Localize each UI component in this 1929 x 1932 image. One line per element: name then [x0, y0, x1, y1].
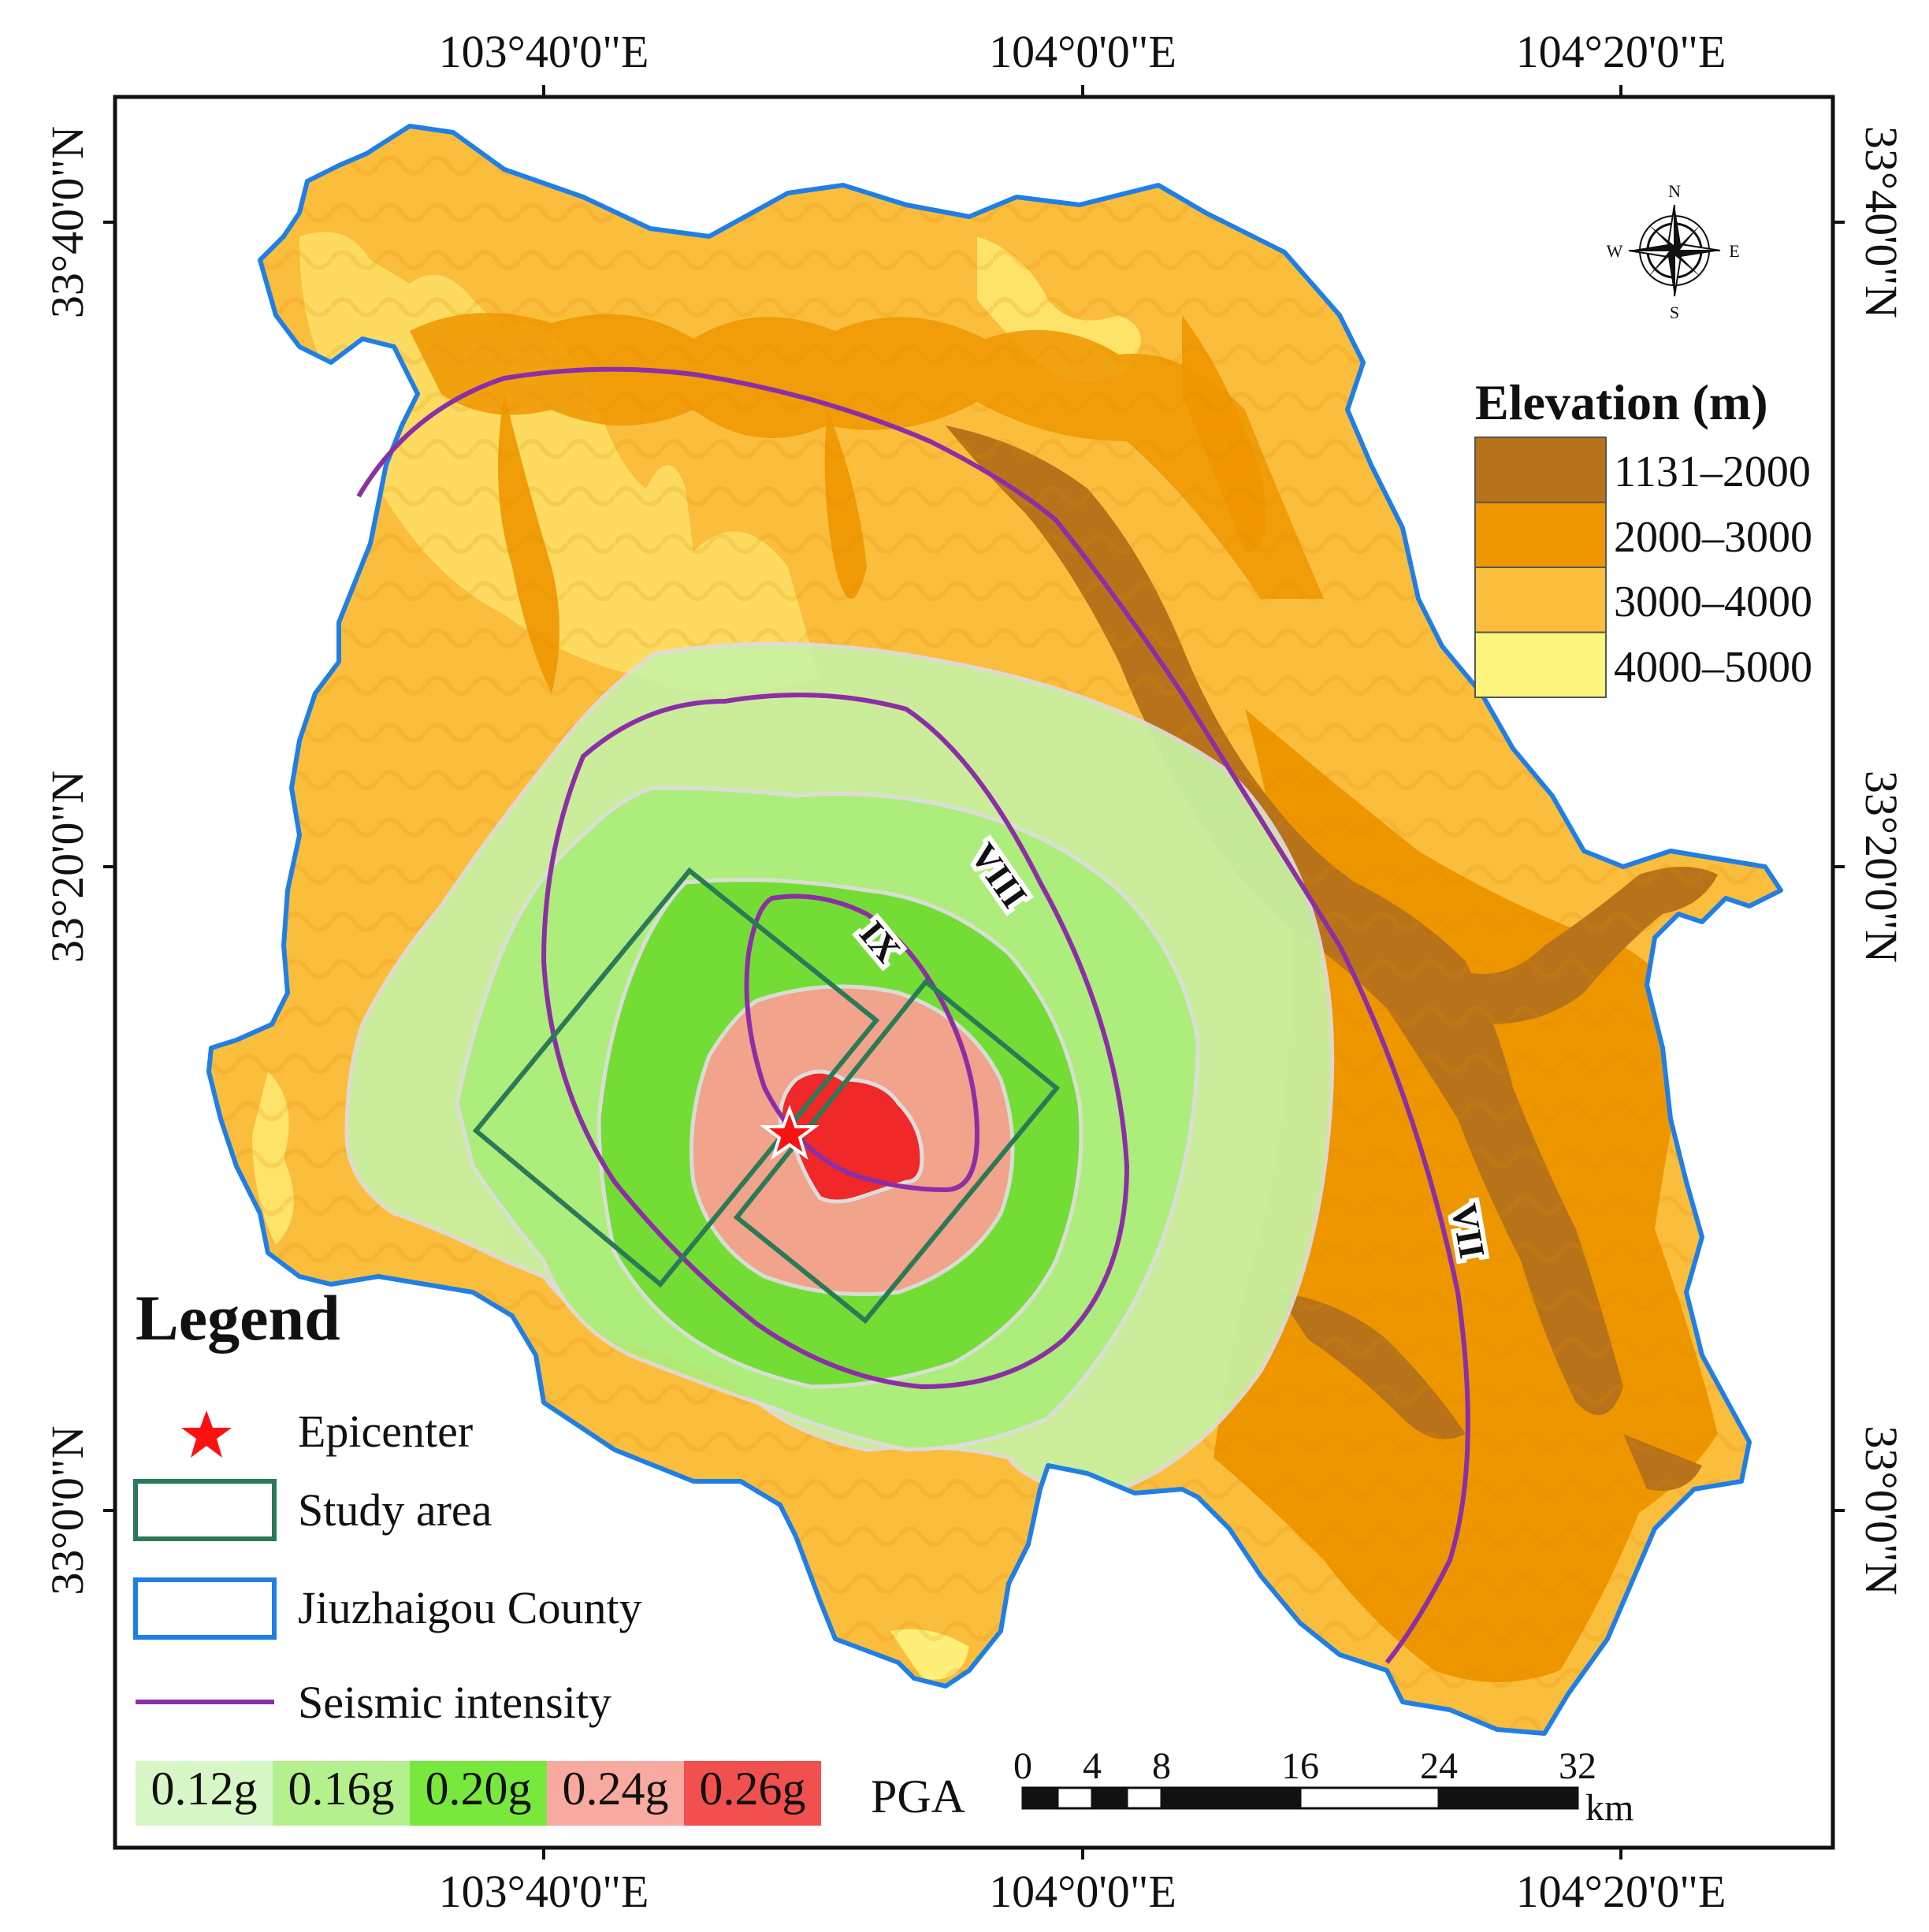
scale-bar-segment-7	[1437, 1786, 1579, 1810]
legend-label-study-area: Study area	[298, 1484, 492, 1536]
scale-bar-unit: km	[1585, 1787, 1634, 1829]
scale-bar-segment-1	[1021, 1786, 1059, 1810]
elevation-class-label-2: 2000–3000	[1614, 513, 1812, 562]
pga-swatch-4	[547, 1761, 684, 1826]
elevation-legend-title: Elevation (m)	[1475, 374, 1768, 430]
scale-bar-tick-2: 4	[1083, 1745, 1102, 1787]
intensity-line-vii	[356, 366, 1470, 1664]
elevation-class-label-3: 3000–4000	[1614, 578, 1812, 626]
legend-study-area-symbol	[133, 1479, 277, 1541]
scale-bar: 0 4 8 16 24 32 km	[1013, 1745, 1634, 1829]
elevation-swatch-1	[1474, 437, 1607, 503]
legend-label-epicenter: Epicenter	[298, 1406, 473, 1457]
scale-bar-tick-1: 0	[1013, 1745, 1032, 1787]
graticule-bottom-label-3: 104°20'0"E	[1516, 1866, 1726, 1917]
scale-bar-tick-4: 16	[1281, 1745, 1319, 1787]
study-area-west	[472, 867, 880, 1288]
graticule-top-label-3: 104°20'0"E	[1516, 26, 1726, 77]
scale-bar-segment-2	[1056, 1786, 1094, 1810]
compass-s-label: S	[1670, 303, 1679, 322]
elevation-swatch-4	[1474, 631, 1607, 698]
compass-e-label: E	[1729, 241, 1739, 261]
intensity-line-ix	[744, 894, 980, 1193]
pga-class-label-3: 0.20g	[426, 1763, 532, 1815]
scale-bar-segment-4	[1125, 1786, 1163, 1810]
pga-class-label-2: 0.16g	[288, 1763, 395, 1815]
pga-swatch-1	[136, 1761, 273, 1826]
graticule-top-label-2: 104°0'0"E	[989, 26, 1176, 77]
compass-w-label: W	[1607, 241, 1623, 261]
map-legend: Legend Epicenter Study area Jiuzhaigou C…	[133, 1282, 642, 1728]
compass-n-label: N	[1668, 181, 1681, 201]
elevation-legend: Elevation (m) 1131–2000 2000–3000 3000–4…	[1474, 374, 1812, 698]
intensity-line-viii	[541, 693, 1130, 1390]
graticule-left-label-2: 33°20'0"N	[42, 771, 93, 963]
graticule-bottom-label-1: 103°40'0"E	[439, 1866, 649, 1917]
graticule-left-label-3: 33°0'0"N	[42, 1425, 93, 1595]
legend-county-symbol	[133, 1577, 277, 1640]
legend-label-seismic-intensity: Seismic intensity	[298, 1677, 611, 1728]
graticule-right-label-3: 33°0'0"N	[1856, 1425, 1907, 1595]
pga-swatch-3	[410, 1761, 547, 1826]
compass-rose: N S E W	[1607, 181, 1740, 322]
scale-bar-segment-5	[1160, 1786, 1302, 1810]
legend-label-jiuzhaigou-county: Jiuzhaigou County	[298, 1582, 642, 1633]
pga-swatch-5	[684, 1761, 821, 1826]
graticule-left-label-1: 33°40'0"N	[42, 126, 93, 318]
epicenter-star-marker	[759, 1105, 820, 1160]
graticule-ticks	[103, 85, 1845, 1860]
graticule-bottom-label-2: 104°0'0"E	[989, 1866, 1176, 1917]
legend-title: Legend	[136, 1282, 340, 1354]
pga-swatch-2	[273, 1761, 410, 1826]
scale-bar-segment-3	[1091, 1786, 1128, 1810]
scale-bar-segment-6	[1299, 1786, 1440, 1810]
elevation-class-label-4: 4000–5000	[1614, 643, 1812, 692]
pga-legend: 0.12g 0.16g 0.20g 0.24g 0.26g PGA	[136, 1761, 965, 1826]
pga-legend-label: PGA	[871, 1770, 965, 1822]
graticule-right-label-1: 33°40'0"N	[1856, 126, 1907, 318]
elevation-class-label-1: 1131–2000	[1614, 448, 1811, 496]
graticule-right-label-2: 33°20'0"N	[1856, 771, 1907, 963]
pga-class-label-1: 0.12g	[151, 1763, 258, 1815]
pga-class-label-4: 0.24g	[563, 1763, 669, 1815]
elevation-swatch-3	[1474, 567, 1607, 633]
jiuzhaigou-county-boundary	[206, 124, 1783, 1736]
scale-bar-tick-6: 32	[1559, 1745, 1596, 1787]
pga-class-label-5: 0.26g	[700, 1763, 806, 1815]
graticule-top-label-1: 103°40'0"E	[439, 26, 649, 77]
scale-bar-tick-3: 8	[1152, 1745, 1171, 1787]
scale-bar-tick-5: 24	[1420, 1745, 1458, 1787]
elevation-swatch-2	[1474, 501, 1607, 568]
legend-epicenter-symbol	[181, 1410, 232, 1458]
